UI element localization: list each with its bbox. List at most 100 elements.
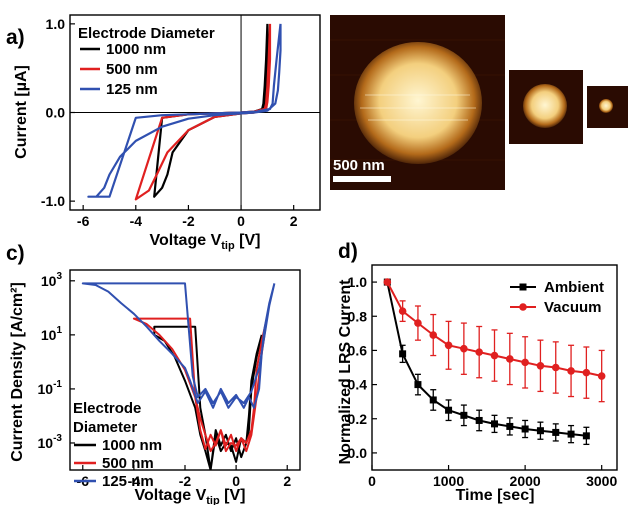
panel-c-xtick-label: -4 xyxy=(128,473,141,489)
panel-a-ytick-label: -1.0 xyxy=(41,193,65,209)
panel-c-xtick-label: -2 xyxy=(179,473,192,489)
electrode-disk-125nm xyxy=(599,99,613,113)
panel-a-xlabel-unit: [V] xyxy=(235,232,261,249)
panel-d-point-square xyxy=(582,432,590,440)
panel-c-ytick-label: 101 xyxy=(41,325,63,343)
panel-c-ytick-exponent: -1 xyxy=(53,379,62,390)
panel-c-xtick-label: 2 xyxy=(283,473,291,489)
panel-a-ytick-label: 0.0 xyxy=(46,105,66,121)
scale-bar-label: 500 nm xyxy=(333,157,385,174)
panel-a-legend-label: 500 nm xyxy=(106,61,158,78)
panel-a-ytick-label: 1.0 xyxy=(46,16,66,32)
panel-a-series xyxy=(87,23,282,201)
panel-a-xtick-label: -2 xyxy=(182,213,195,229)
panel-d-point-square xyxy=(445,406,453,414)
panel-a-legend-title: Electrode Diameter xyxy=(78,25,215,42)
panel-a-series-line xyxy=(153,23,269,198)
panel-a-letter: a) xyxy=(6,26,25,49)
panel-d-ytick-label: 1.0 xyxy=(348,274,368,290)
panel-d-legend-label: Vacuum xyxy=(544,299,602,316)
panel-d-legend: Ambient Vacuum xyxy=(510,279,604,316)
panel-d-point-square xyxy=(399,350,407,358)
panel-d-point-square xyxy=(475,416,483,424)
panel-c-xtick-label: 0 xyxy=(232,473,240,489)
panel-d-point-circle xyxy=(460,344,468,353)
panel-d-xtick-label: 2000 xyxy=(510,473,541,489)
panel-d-xtick-label: 3000 xyxy=(586,473,617,489)
panel-c-ytick-exponent: 1 xyxy=(56,325,62,336)
panel-c-xlabel-unit: [V] xyxy=(220,487,246,504)
panel-c-ytick-label: 10-1 xyxy=(38,379,63,397)
panel-c-legend-title-2: Diameter xyxy=(73,419,137,436)
panel-c-legend-title-1: Electrode xyxy=(73,400,141,417)
panel-d-legend-marker xyxy=(519,283,527,291)
panel-d-point-square xyxy=(460,411,468,419)
panel-d-point-circle xyxy=(490,351,499,360)
panel-a-xtick-label: -4 xyxy=(130,213,143,229)
panel-d-point-square xyxy=(506,422,514,430)
panel-d-point-circle xyxy=(398,307,407,315)
panel-d-ytick-label: 0.8 xyxy=(348,308,368,324)
panel-d-ytick-label: 0.2 xyxy=(348,411,368,427)
panel-d-point-circle xyxy=(506,355,514,363)
panel-d-point-square xyxy=(491,420,498,428)
panel-d-point-square xyxy=(567,430,575,438)
panel-a-xlabel-sub: tip xyxy=(221,240,235,252)
panel-c-ytick-exponent: -3 xyxy=(53,433,62,444)
scale-bar xyxy=(333,176,391,182)
panel-d: d) 0 1000 2000 3000 0.0 0.2 0.4 0.6 0.8 1.0 Ambie… xyxy=(337,240,618,504)
panel-d-point-circle xyxy=(582,368,591,377)
panel-d-point-circle xyxy=(551,363,560,372)
panel-c-xlabel-sub: tip xyxy=(206,495,220,505)
panel-c-legend-label: 1000 nm xyxy=(102,437,162,454)
panel-d-point-circle xyxy=(536,361,545,370)
panel-d-point-circle xyxy=(521,358,529,367)
panel-d-frame xyxy=(371,264,618,471)
panel-a-xlabel-main: Voltage V xyxy=(150,232,222,249)
panel-d-point-square xyxy=(536,427,544,435)
panel-a-xtick-label: -6 xyxy=(77,213,90,229)
disk-scan-streaks xyxy=(360,94,476,121)
panel-a: a) -6 -4 -2 0 2 -1.0 0.0 1.0 Electrode Diameter… xyxy=(6,14,321,252)
panel-d-point-square xyxy=(429,396,437,404)
panel-c-ytick-exponent: 3 xyxy=(56,271,62,282)
panel-d-point-circle xyxy=(597,372,606,380)
panel-d-point-circle xyxy=(444,341,453,350)
panel-a-xtick-label: 0 xyxy=(237,213,245,229)
panel-c-letter: c) xyxy=(6,242,25,265)
panel-c-xlabel: Voltage Vtip [V] xyxy=(135,487,246,505)
panel-d-letter: d) xyxy=(338,240,358,263)
panel-c-xlabel-main: Voltage V xyxy=(135,487,207,504)
panel-a-ylabel: Current [µA] xyxy=(13,65,30,159)
panel-d-series xyxy=(383,278,606,446)
panel-a-legend-label: 125 nm xyxy=(106,81,158,98)
panel-d-point-circle xyxy=(383,278,392,286)
panel-d-point-square xyxy=(414,381,422,389)
panel-a-legend: 1000 nm 500 nm 125 nm xyxy=(80,41,166,98)
panel-d-point-square xyxy=(552,428,560,436)
panel-c-legend-label: 125 nm xyxy=(102,473,154,490)
panel-a-series-line xyxy=(134,23,272,201)
panel-d-legend-marker xyxy=(519,303,527,311)
panel-d-point-square xyxy=(521,425,529,433)
panel-c-ytick-label: 103 xyxy=(41,271,63,289)
panel-d-ylabel: Normalized LRS Current xyxy=(337,279,354,465)
panel-d-xtick-label: 0 xyxy=(368,473,376,489)
panel-d-point-circle xyxy=(567,367,575,375)
panel-c-ytick-label: 10-3 xyxy=(38,433,63,451)
electrode-disk-500nm xyxy=(523,84,567,128)
panel-d-ytick-label: 0.4 xyxy=(348,377,368,393)
panel-c-series-line xyxy=(81,282,276,409)
panel-d-point-circle xyxy=(475,348,483,356)
panel-c-ylabel: Current Density [A/cm²] xyxy=(9,282,26,462)
panel-a-xlabel: Voltage Vtip [V] xyxy=(150,232,261,252)
panel-c-legend-label: 500 nm xyxy=(102,455,154,472)
electrode-disk-1000nm xyxy=(354,42,482,164)
panel-d-point-circle xyxy=(414,319,422,327)
panel-a-xtick-label: 2 xyxy=(290,213,298,229)
panel-a-legend-label: 1000 nm xyxy=(106,41,166,58)
panel-d-axes: 0 1000 2000 3000 0.0 0.2 0.4 0.6 0.8 1.0 xyxy=(348,274,618,489)
